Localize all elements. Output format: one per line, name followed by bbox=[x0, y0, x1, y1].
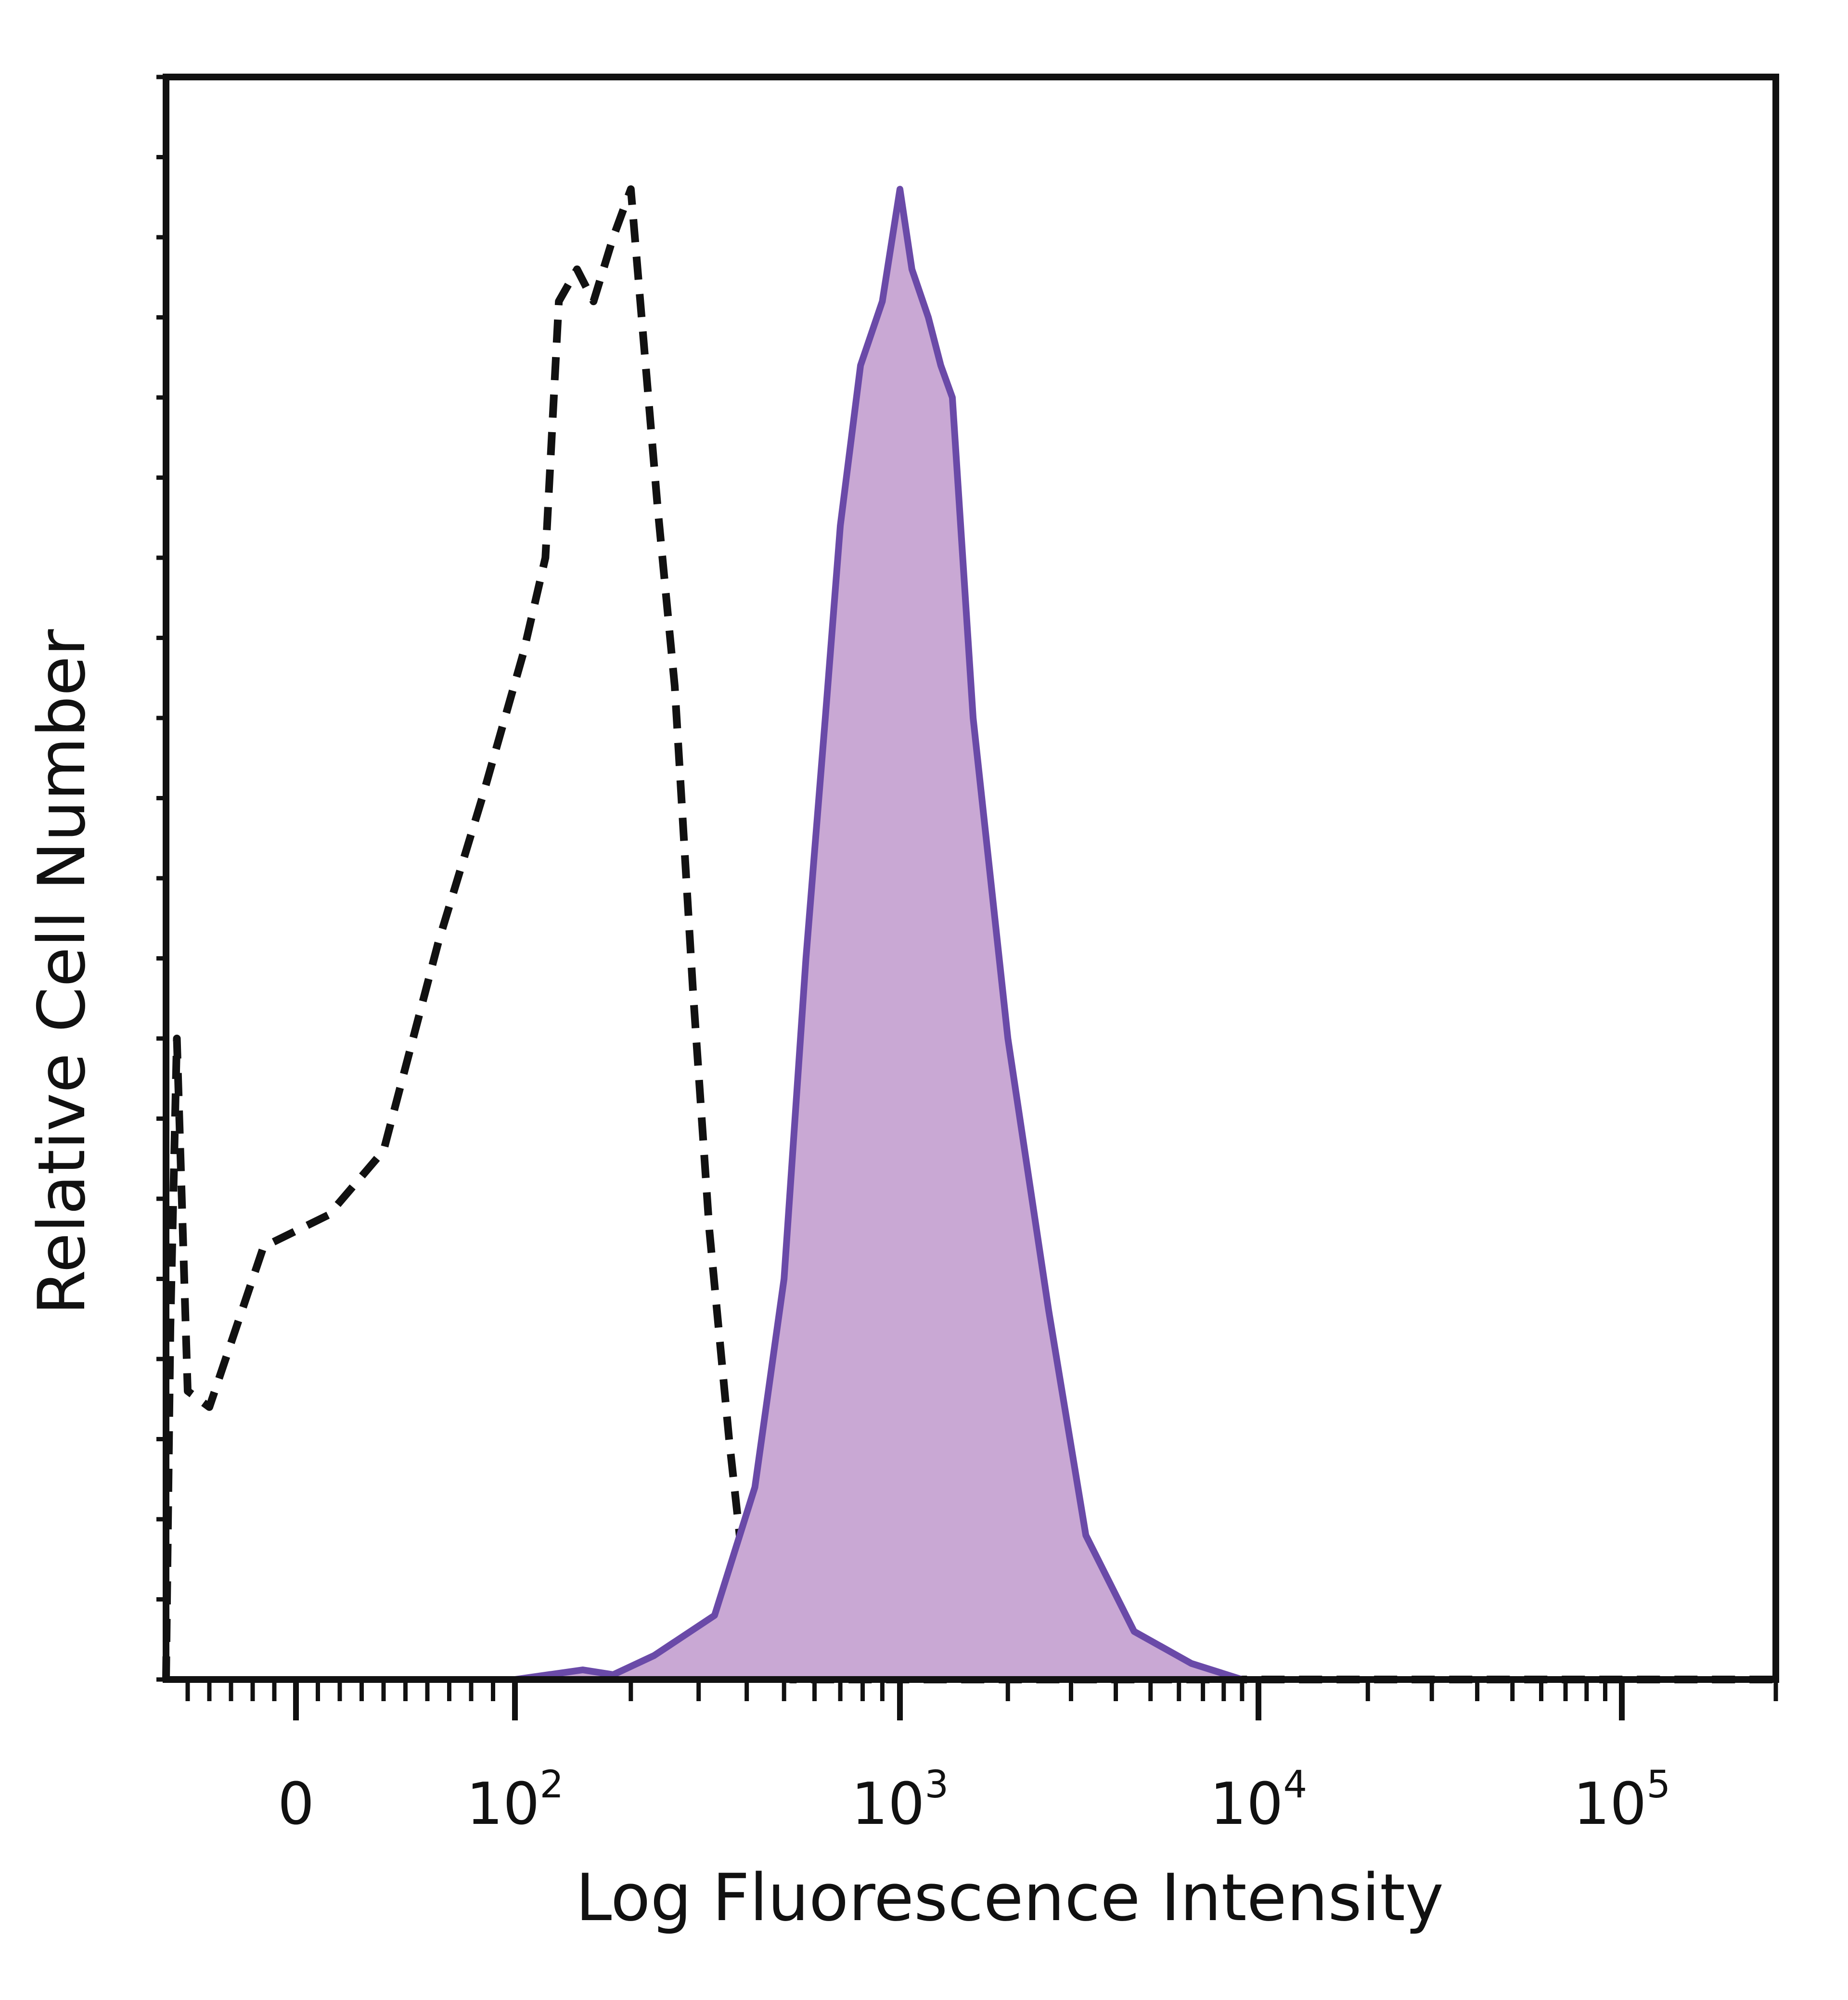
y-axis-title: Relative Cell Number bbox=[24, 629, 100, 1315]
histogram-fill-1 bbox=[166, 189, 1776, 1679]
x-tick-label: 104 bbox=[1210, 1763, 1307, 1838]
x-tick-label: 105 bbox=[1573, 1763, 1670, 1838]
control-histogram-line bbox=[162, 185, 1776, 1683]
x-axis-title: Log Fluorescence Intensity bbox=[576, 1860, 1444, 1936]
x-axis-tick-labels: 0 102 103 104 105 bbox=[278, 1763, 1670, 1838]
plot-layer bbox=[162, 74, 1779, 1683]
x-tick-label: 0 bbox=[278, 1771, 314, 1838]
x-axis-ticks bbox=[156, 75, 1778, 1720]
x-tick-label: 103 bbox=[851, 1763, 949, 1838]
x-tick-label: 102 bbox=[466, 1763, 564, 1838]
stained-histogram-line bbox=[166, 186, 1776, 1683]
